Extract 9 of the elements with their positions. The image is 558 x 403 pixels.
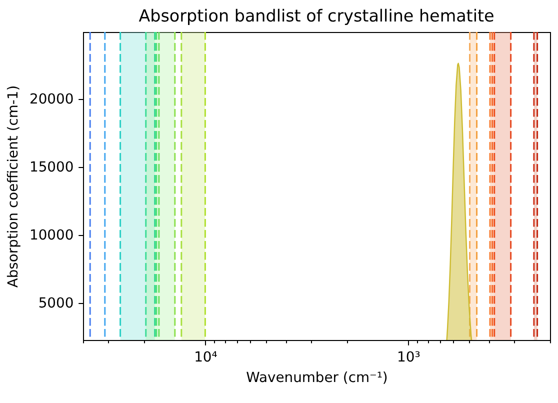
x-tick-label: 10⁴ xyxy=(194,349,218,366)
y-tick-label: 15000 xyxy=(29,159,74,176)
y-tick-label: 20000 xyxy=(29,91,74,108)
y-tick-label: 10000 xyxy=(29,228,74,244)
y-tick-label: 5000 xyxy=(38,296,74,312)
x-axis-title: Wavenumber (cm⁻¹) xyxy=(246,370,388,386)
chart-title: Absorption bandlist of crystalline hematite xyxy=(138,5,494,26)
y-axis-title: Absorption coefficient (cm-1) xyxy=(6,85,22,288)
x-tick-label: 10³ xyxy=(397,349,420,366)
